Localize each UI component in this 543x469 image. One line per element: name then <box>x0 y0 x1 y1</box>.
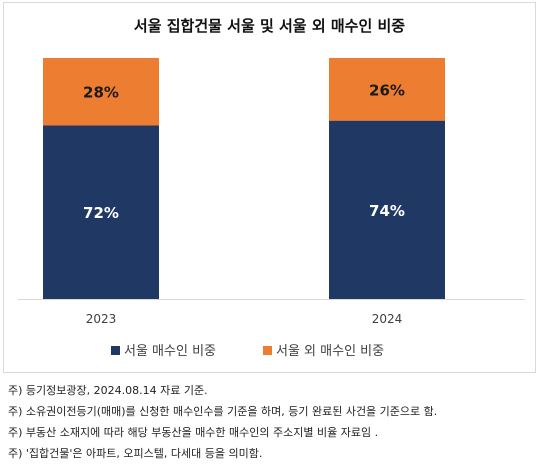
legend-label-series-1: 서울 매수인 비중 <box>124 344 216 359</box>
footnotes: 주) 등기정보광장, 2024.08.14 자료 기준. 주) 소유권이전등기(… <box>8 380 538 464</box>
legend-swatch-series-1 <box>111 346 120 355</box>
bar-2024-series-2 <box>329 58 445 121</box>
data-label-2024-series-1: 74% <box>369 202 405 220</box>
bar-2023-series-1 <box>43 125 159 299</box>
footnote-criteria: 주) 소유권이전등기(매매)를 신청한 매수인수를 기준을 하며, 등기 완료된… <box>8 405 438 418</box>
data-label-2023-series-2: 28% <box>83 84 119 102</box>
stacked-bar-chart: 72% 28% 2023 74% 26% 2024 서울 매수인 비중 서울 외 매수인 비중 <box>18 58 525 359</box>
footnote-ratio: 주) 부동산 소재지에 따라 해당 부동산을 매수한 매수인의 주소지별 비율 … <box>8 426 379 439</box>
bar-2024-series-1 <box>329 120 445 299</box>
x-tick-label-2023: 2023 <box>86 312 117 326</box>
chart-area: 서울 집합건물 서울 및 서울 외 매수인 비중 <box>3 2 536 373</box>
legend-swatch-series-2 <box>263 346 272 355</box>
data-label-2023-series-1: 72% <box>83 204 119 222</box>
chart-title: 서울 집합건물 서울 및 서울 외 매수인 비중 <box>133 17 406 35</box>
bar-2023-series-2 <box>43 58 159 126</box>
x-tick-label-2024: 2024 <box>372 312 403 326</box>
footnote-source: 주) 등기정보광장, 2024.08.14 자료 기준. <box>8 384 208 397</box>
footnote-definition: 주) '집합건물'은 아파트, 오피스텔, 다세대 등을 의미함. <box>8 447 263 460</box>
data-label-2024-series-2: 26% <box>369 81 405 99</box>
legend-label-series-2: 서울 외 매수인 비중 <box>276 344 384 359</box>
